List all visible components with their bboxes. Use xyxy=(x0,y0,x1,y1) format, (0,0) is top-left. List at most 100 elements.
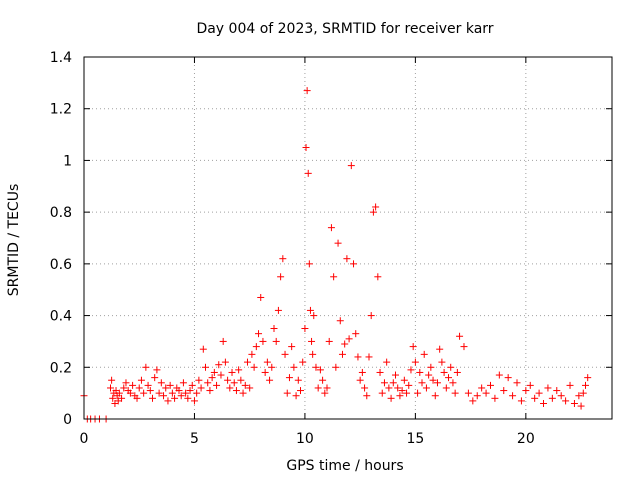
data-point xyxy=(263,358,271,366)
axis-ticks: 0 0.2 0.4 0.6 0.8 1 1.2 1.4 0 5 10 15 20 xyxy=(50,50,612,447)
data-point xyxy=(504,374,512,382)
x-tick-label: 15 xyxy=(406,431,424,447)
data-point xyxy=(325,337,333,345)
data-point xyxy=(241,381,249,389)
data-point xyxy=(566,381,574,389)
data-point xyxy=(570,399,578,407)
data-point xyxy=(338,350,346,358)
data-point xyxy=(164,397,172,405)
data-point xyxy=(391,371,399,379)
data-point xyxy=(398,387,406,395)
data-point xyxy=(361,384,369,392)
data-point xyxy=(235,366,243,374)
data-point xyxy=(259,337,267,345)
data-point xyxy=(213,381,221,389)
data-point xyxy=(162,384,170,392)
data-point xyxy=(363,392,371,400)
data-point xyxy=(372,203,380,211)
chart-title: Day 004 of 2023, SRMTID for receiver kar… xyxy=(196,21,493,37)
data-point xyxy=(531,394,539,402)
data-point xyxy=(438,358,446,366)
data-point xyxy=(367,312,375,320)
data-point xyxy=(157,379,165,387)
data-point xyxy=(418,379,426,387)
data-point xyxy=(272,337,280,345)
data-point xyxy=(292,392,300,400)
data-point xyxy=(577,402,585,410)
data-point xyxy=(581,381,589,389)
data-point xyxy=(522,387,530,395)
data-point xyxy=(482,389,490,397)
data-point xyxy=(440,368,448,376)
data-point xyxy=(281,350,289,358)
x-tick-label: 10 xyxy=(296,431,314,447)
data-point xyxy=(266,376,274,384)
data-point xyxy=(350,260,358,268)
data-point xyxy=(301,325,309,332)
y-tick-label: 1.4 xyxy=(50,50,72,66)
data-point xyxy=(252,343,260,351)
data-point xyxy=(453,368,461,376)
data-point xyxy=(579,389,587,397)
data-point xyxy=(217,371,225,379)
data-point xyxy=(115,389,123,397)
data-point xyxy=(548,394,556,402)
data-point xyxy=(365,353,373,361)
data-point xyxy=(491,394,499,402)
data-point xyxy=(299,358,307,366)
data-point xyxy=(385,384,393,392)
data-point xyxy=(449,379,457,387)
data-points xyxy=(80,87,592,423)
data-point xyxy=(323,384,331,392)
data-point xyxy=(160,392,168,400)
data-point xyxy=(308,337,316,345)
data-point xyxy=(409,343,417,351)
data-point xyxy=(358,368,366,376)
y-tick-label: 0.4 xyxy=(50,309,72,325)
data-point xyxy=(142,363,150,371)
data-point xyxy=(175,387,183,395)
data-point xyxy=(171,394,179,402)
data-point xyxy=(400,376,408,384)
data-point xyxy=(305,260,313,268)
plot-frame xyxy=(83,56,613,420)
data-point xyxy=(456,332,464,340)
data-point xyxy=(321,389,329,397)
data-point xyxy=(575,392,583,400)
data-point xyxy=(442,384,450,392)
data-point xyxy=(188,381,196,389)
data-point xyxy=(425,371,433,379)
data-point xyxy=(500,387,508,395)
data-point xyxy=(380,379,388,387)
data-point xyxy=(304,169,312,177)
data-point xyxy=(224,376,232,384)
data-point xyxy=(306,306,314,314)
x-tick-label: 0 xyxy=(80,431,89,447)
data-point xyxy=(445,374,453,382)
data-point xyxy=(195,376,203,384)
data-point xyxy=(226,384,234,392)
data-point xyxy=(228,368,236,376)
data-point xyxy=(553,387,561,395)
data-point xyxy=(184,394,192,402)
data-point xyxy=(248,350,256,358)
y-axis-label: SRMTID / TECUs xyxy=(6,184,22,297)
data-point xyxy=(447,363,455,371)
data-point xyxy=(383,358,391,366)
data-point xyxy=(148,394,156,402)
data-point xyxy=(403,389,411,397)
data-point xyxy=(332,363,340,371)
data-point xyxy=(486,381,494,389)
data-point xyxy=(369,208,377,216)
data-point xyxy=(237,376,245,384)
data-point xyxy=(255,330,263,338)
data-point xyxy=(352,330,360,338)
data-point xyxy=(544,384,552,392)
data-point xyxy=(109,394,117,402)
data-point xyxy=(261,368,269,376)
data-point xyxy=(562,397,570,405)
data-point xyxy=(146,387,154,395)
data-point xyxy=(509,392,517,400)
data-point xyxy=(303,87,311,95)
